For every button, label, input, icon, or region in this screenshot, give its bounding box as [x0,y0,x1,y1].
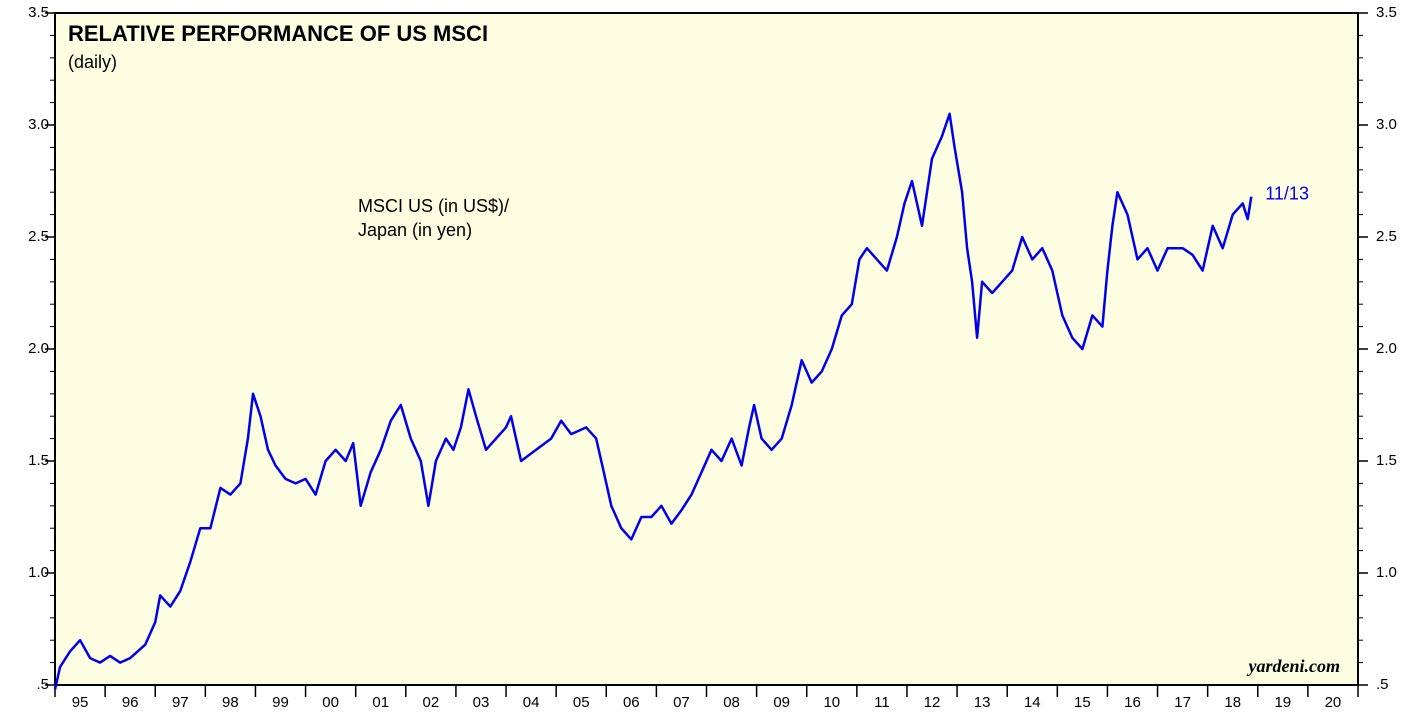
chart-title: RELATIVE PERFORMANCE OF US MSCI [68,21,488,46]
y-tick-label: 1.5 [28,452,49,469]
x-tick-label: 01 [372,694,389,711]
x-tick-label: 10 [823,694,840,711]
x-tick-label: 98 [222,694,239,711]
x-tick-label: 11 [874,694,890,711]
x-tick-label: 12 [924,694,941,711]
x-tick-label: 19 [1274,694,1291,711]
y2-tick-label: 2.0 [1376,340,1397,357]
x-tick-label: 05 [573,694,590,711]
y2-tick-label: 1.0 [1376,564,1397,581]
x-tick-label: 03 [473,694,490,711]
chart-subtitle: (daily) [68,52,117,72]
annotation: MSCI US (in US$)/Japan (in yen) [358,196,509,240]
y-tick-label: 3.0 [28,116,49,133]
y-tick-label: .5 [36,676,49,693]
line [53,112,1253,690]
y-tick-label: 2.0 [28,340,49,357]
x-tick-label: 96 [122,694,139,711]
x-tick-label: 14 [1024,694,1041,711]
x-tick-label: 06 [623,694,640,711]
y2-tick-label: .5 [1376,676,1389,693]
x-tick-label: 04 [523,694,540,711]
y2-tick-label: 2.5 [1376,228,1397,245]
y2-tick-label: 1.5 [1376,452,1397,469]
x-tick-label: 97 [172,694,189,711]
x-tick-label: 09 [773,694,790,711]
x-tick-label: 95 [72,694,89,711]
x-tick-label: 18 [1224,694,1241,711]
y-tick-label: 1.0 [28,564,49,581]
plot-background [54,12,1359,686]
x-tick-label: 13 [974,694,991,711]
x-tick-label: 00 [322,694,339,711]
y2-tick-label: 3.0 [1376,116,1397,133]
y2-tick-label: 3.5 [1376,4,1397,21]
x-tick-label: 20 [1325,694,1342,711]
end-label: 11/13 [1265,183,1309,203]
x-tick-label: 02 [423,694,440,711]
y-tick-label: 3.5 [28,4,49,21]
y-tick-label: 2.5 [28,228,49,245]
source: yardeni.com [1247,656,1341,676]
x-tick-label: 16 [1124,694,1141,711]
x-tick-label: 17 [1174,694,1191,711]
x-tick-label: 07 [673,694,690,711]
x-tick-label: 15 [1074,694,1091,711]
x-tick-label: 99 [272,694,289,711]
x-tick-label: 08 [723,694,740,711]
